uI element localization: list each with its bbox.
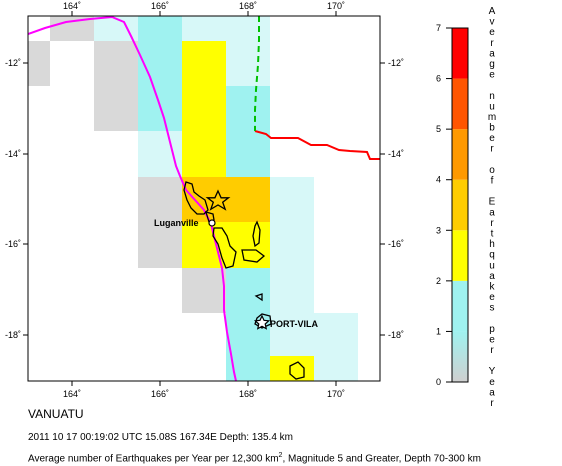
lon-label-top: 166˚ [151, 1, 169, 11]
erromango-island [289, 361, 305, 380]
maewo-island [252, 220, 261, 248]
legend-tick-label: 3 [436, 225, 441, 235]
legend-tick-label: 6 [436, 74, 441, 84]
legend-tick-labels: 0 1 2 3 4 5 6 7 [436, 23, 452, 387]
legend-tick-label: 7 [436, 23, 441, 33]
lon-label-bottom: 170˚ [327, 389, 345, 399]
ambrym-island [241, 249, 266, 263]
legend-title-letter: A [489, 6, 496, 17]
lat-label-right: -16˚ [388, 239, 404, 249]
legend-color-band [452, 230, 468, 281]
legend-color-band [452, 78, 468, 130]
legend-title-letter: t [491, 228, 494, 239]
map-note: Average number of Earthquakes per Year p… [28, 452, 481, 464]
legend-border [451, 27, 469, 383]
legend-title-letter: r [490, 218, 494, 229]
legend-title-letter: u [489, 260, 495, 271]
legend-title-letter: a [489, 207, 495, 218]
legend-title-letter: r [490, 398, 494, 409]
legend-title-letter: e [489, 133, 495, 144]
legend-title-letter: a [489, 48, 495, 59]
lon-label-top: 168˚ [239, 1, 257, 11]
legend-title-letter: E [489, 197, 496, 208]
legend-title-letter: e [489, 377, 495, 388]
capital-star-icon [253, 314, 271, 330]
legend-tick-label: 2 [436, 276, 441, 286]
legend-title-letter: a [489, 271, 495, 282]
legend-title-letter: h [489, 239, 495, 250]
lat-label-right: -12˚ [388, 58, 404, 68]
legend-color-band [452, 331, 468, 382]
lat-label-left: -12˚ [5, 58, 21, 68]
legend-title-letter: a [489, 387, 495, 398]
legend-tick-label: 4 [436, 175, 441, 185]
legend-tick-label: 1 [436, 326, 441, 336]
city-label-luganville: Luganville [154, 218, 199, 228]
malekula-island [212, 227, 237, 269]
lat-label-left: -18˚ [5, 330, 21, 340]
region-title: VANUATU [28, 407, 84, 421]
legend-title-letter: o [489, 165, 495, 176]
legend-title-letter: v [490, 17, 495, 28]
legend-tick-label: 0 [436, 377, 441, 387]
legend-title-letter: e [489, 334, 495, 345]
legend-color-band [452, 179, 468, 231]
epi-island [254, 293, 263, 302]
map-note-superscript: 2 [278, 452, 283, 459]
lat-label-right: -14˚ [388, 149, 404, 159]
legend-title-letter: u [489, 101, 495, 112]
legend-color-band [452, 280, 468, 332]
lat-label-right: -18˚ [388, 330, 404, 340]
legend-title-letter: m [488, 112, 496, 123]
map-border [27, 15, 381, 382]
event-info: 2011 10 17 00:19:02 UTC 15.08S 167.34E D… [28, 432, 293, 443]
legend-color-band [452, 129, 468, 180]
epicenter-star-icon [205, 189, 231, 211]
map-note-text-end: , Magnitude 5 and Greater, Depth 70-300 … [282, 453, 481, 465]
legend-title-letter: q [489, 250, 495, 261]
luganville-marker-icon [208, 219, 216, 227]
legend-title-letter: r [490, 144, 494, 155]
lon-label-bottom: 166˚ [151, 389, 169, 399]
legend-color-scale [452, 28, 468, 382]
lon-label-top: 170˚ [327, 1, 345, 11]
legend-title-letter: e [489, 292, 495, 303]
legend-title-letter: g [489, 59, 495, 70]
lon-label-bottom: 164˚ [63, 389, 81, 399]
trench-line [28, 16, 237, 381]
lon-label-bottom: 168˚ [239, 389, 257, 399]
lat-label-left: -14˚ [5, 149, 21, 159]
legend-title-letter: r [490, 345, 494, 356]
legend-title-letter: e [489, 27, 495, 38]
legend-color-band [452, 28, 468, 79]
legend-title-letter: e [489, 70, 495, 81]
legend-title-letter: k [490, 281, 496, 292]
lat-label-left: -16˚ [5, 239, 21, 249]
legend-title-letter: b [489, 123, 495, 134]
dashed-boundary-line [254, 16, 260, 131]
legend-title-letter: s [490, 303, 495, 314]
legend-title-letter: p [489, 324, 495, 335]
lon-label-top: 164˚ [63, 1, 81, 11]
ridge-boundary-line [254, 130, 380, 160]
legend-title-letter: f [491, 176, 494, 187]
legend-title-letter: Y [489, 366, 496, 377]
efate-island [254, 313, 272, 329]
map-note-text: Average number of Earthquakes per Year p… [28, 453, 279, 465]
coastlines [183, 181, 305, 380]
legend-title-letter: r [490, 38, 494, 49]
city-label-port-vila: PORT-VILA [270, 319, 319, 329]
malo-island [205, 211, 215, 223]
legend-tick-label: 5 [436, 124, 441, 134]
lat-tick-marks [23, 62, 385, 336]
frequency-grid [28, 16, 358, 381]
lon-tick-marks [71, 11, 337, 386]
legend-title-letter: n [489, 91, 495, 102]
